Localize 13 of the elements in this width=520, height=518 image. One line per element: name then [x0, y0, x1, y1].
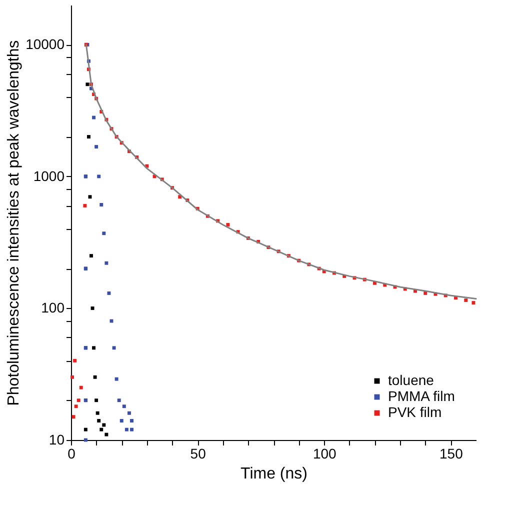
x-tick-label: 50 — [190, 446, 206, 462]
y-tick-label: 10000 — [26, 36, 65, 52]
x-tick-label: 100 — [312, 446, 337, 462]
legend-label: PMMA film — [388, 388, 455, 404]
x-tick-label: 150 — [440, 446, 464, 462]
legend-label: PVK film — [388, 404, 442, 420]
y-tick-label: 100 — [41, 300, 65, 316]
y-tick-label: 10 — [48, 432, 65, 448]
y-tick-label: 1000 — [33, 168, 65, 184]
legend-label: toluene — [388, 372, 434, 388]
y-axis-title: Photoluminescence intensities at peak wavelengths — [6, 40, 23, 406]
x-axis-title: Time (ns) — [240, 466, 308, 482]
x-tick-label: 0 — [68, 446, 76, 462]
